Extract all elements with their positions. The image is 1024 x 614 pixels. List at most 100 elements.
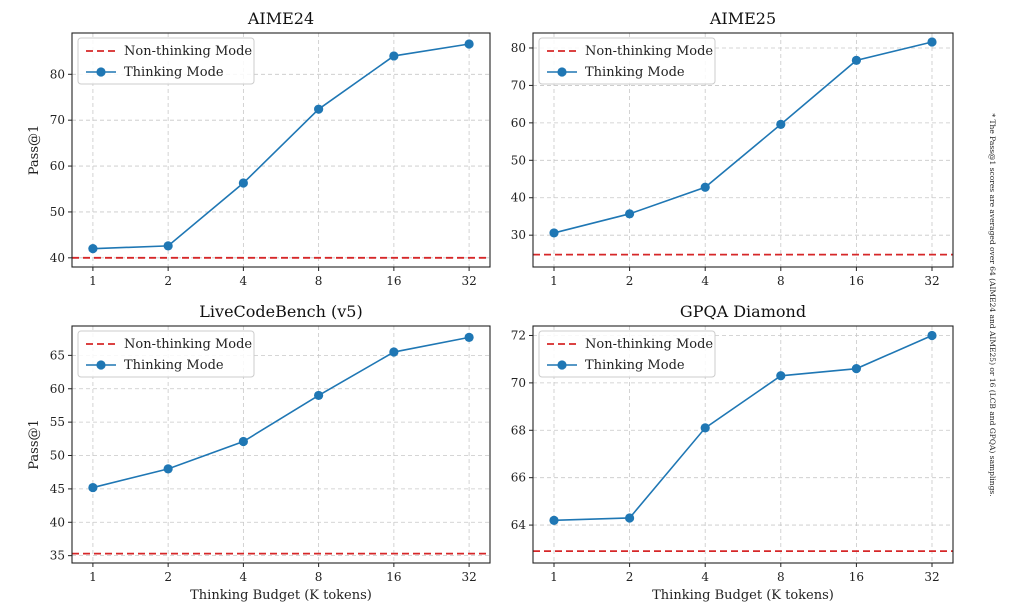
y-tick-label: 50	[50, 449, 65, 463]
x-tick-label: 4	[701, 274, 709, 288]
data-point	[851, 55, 862, 65]
data-point	[549, 515, 559, 525]
plot-frame	[532, 325, 954, 564]
x-tick-label: 16	[849, 274, 864, 288]
x-tick-label: 4	[240, 274, 248, 288]
chart-panels: 1 2 4 8 16 32 40 50 60 70 80 Non-thinking Mode Think…	[27, 9, 954, 603]
legend-box	[538, 37, 716, 85]
data-point	[238, 178, 248, 188]
x-tick-label: 4	[240, 570, 248, 584]
chart-title: LiveCodeBench (v5)	[199, 302, 362, 321]
data-point	[700, 182, 710, 192]
chart-title: AIME25	[709, 9, 776, 28]
plot-frame	[532, 32, 954, 268]
x-tick-label: 4	[701, 570, 709, 584]
thinking-mode-line	[92, 336, 470, 489]
y-tick-label: 60	[50, 159, 65, 173]
chart-aime24: 1 2 4 8 16 32 40 50 60 70 80 Non-thinking Mode Think…	[27, 9, 491, 288]
thinking-mode-line	[92, 43, 470, 250]
data-point	[163, 464, 173, 474]
data-point	[927, 330, 937, 341]
x-tick-label: 32	[924, 570, 939, 584]
data-point	[700, 423, 710, 433]
x-tick-label: 1	[550, 274, 558, 288]
y-tick-label: 70	[50, 113, 65, 127]
thinking-mode-line	[553, 334, 933, 522]
legend-label-non-thinking: Non-thinking Mode	[124, 337, 252, 352]
x-tick-label: 2	[164, 570, 172, 584]
y-tick-label: 80	[511, 41, 526, 55]
data-point	[625, 209, 635, 219]
y-tick-label: 30	[511, 228, 526, 242]
legend-label-non-thinking: Non-thinking Mode	[124, 44, 252, 59]
x-tick-label: 16	[386, 274, 401, 288]
y-tick-label: 60	[50, 382, 65, 396]
data-point	[88, 482, 98, 493]
data-point	[314, 390, 324, 401]
data-point	[238, 436, 248, 447]
data-point	[464, 39, 474, 49]
x-axis-label: Thinking Budget (K tokens)	[652, 588, 834, 603]
x-tick-label: 32	[924, 274, 939, 288]
y-tick-label: 50	[50, 205, 65, 219]
data-point	[389, 347, 399, 357]
data-point	[549, 228, 559, 238]
y-tick-label: 80	[50, 67, 65, 81]
thinking-mode-line	[553, 41, 933, 234]
chart-gpqa-diamond: 1 2 4 8 16 32 64 66 68 70 72 Non-thinking Mode Think…	[511, 302, 954, 603]
x-tick-label: 8	[315, 274, 323, 288]
data-point	[163, 241, 173, 251]
footnote: * The Pass@1 scores are averaged over 64…	[988, 113, 997, 496]
x-tick-label: 2	[626, 274, 634, 288]
x-tick-label: 2	[626, 570, 634, 584]
x-tick-label: 32	[461, 274, 476, 288]
y-tick-label: 40	[511, 191, 526, 205]
x-tick-label: 2	[164, 274, 172, 288]
legend-label-thinking: Thinking Mode	[124, 65, 224, 80]
y-tick-label: 72	[511, 328, 526, 342]
chart-title: GPQA Diamond	[680, 302, 806, 321]
legend-label-thinking: Thinking Mode	[124, 358, 224, 373]
chart-aime25: 1 2 4 8 16 32 30 40 50 60 70 80 Non-thinking Mode Thi…	[511, 9, 954, 288]
legend-box	[77, 330, 255, 378]
y-tick-label: 60	[511, 116, 526, 130]
x-tick-label: 8	[777, 570, 785, 584]
plot-frame	[71, 325, 491, 564]
legend-marker-thinking	[557, 360, 567, 370]
y-tick-label: 45	[50, 482, 65, 496]
legend-box	[77, 37, 255, 85]
data-point	[389, 51, 399, 61]
chart-title: AIME24	[247, 9, 314, 28]
y-tick-label: 35	[50, 549, 65, 563]
x-tick-label: 8	[777, 274, 785, 288]
data-point	[464, 332, 474, 342]
data-point	[88, 244, 98, 254]
legend-label-thinking: Thinking Mode	[585, 65, 685, 80]
legend-marker-thinking	[96, 67, 106, 77]
y-axis-label: Pass@1	[27, 125, 42, 176]
legend-label-non-thinking: Non-thinking Mode	[585, 337, 713, 352]
y-tick-label: 40	[50, 515, 65, 529]
x-tick-label: 8	[315, 570, 323, 584]
legend-box	[538, 330, 716, 378]
legend-label-thinking: Thinking Mode	[585, 358, 685, 373]
x-tick-label: 16	[386, 570, 401, 584]
y-tick-label: 70	[511, 78, 526, 92]
x-tick-label: 1	[550, 570, 558, 584]
x-tick-label: 32	[461, 570, 476, 584]
y-tick-label: 50	[511, 153, 526, 167]
data-point	[851, 364, 862, 374]
plot-frame	[71, 32, 491, 268]
y-tick-label: 55	[50, 415, 65, 429]
y-tick-label: 64	[511, 518, 527, 532]
legend-label-non-thinking: Non-thinking Mode	[585, 44, 713, 59]
x-tick-label: 1	[89, 274, 97, 288]
y-tick-label: 70	[511, 376, 526, 390]
x-axis-label: Thinking Budget (K tokens)	[190, 588, 372, 603]
y-tick-label: 65	[50, 348, 65, 362]
y-tick-label: 40	[50, 251, 65, 265]
x-tick-label: 16	[849, 570, 864, 584]
legend-marker-thinking	[96, 360, 106, 370]
data-point	[314, 104, 324, 114]
